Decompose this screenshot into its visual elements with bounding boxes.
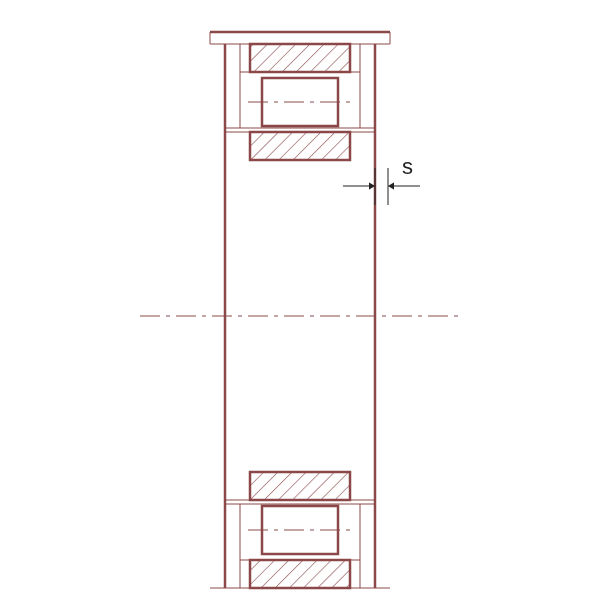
label-s: s <box>402 154 413 179</box>
